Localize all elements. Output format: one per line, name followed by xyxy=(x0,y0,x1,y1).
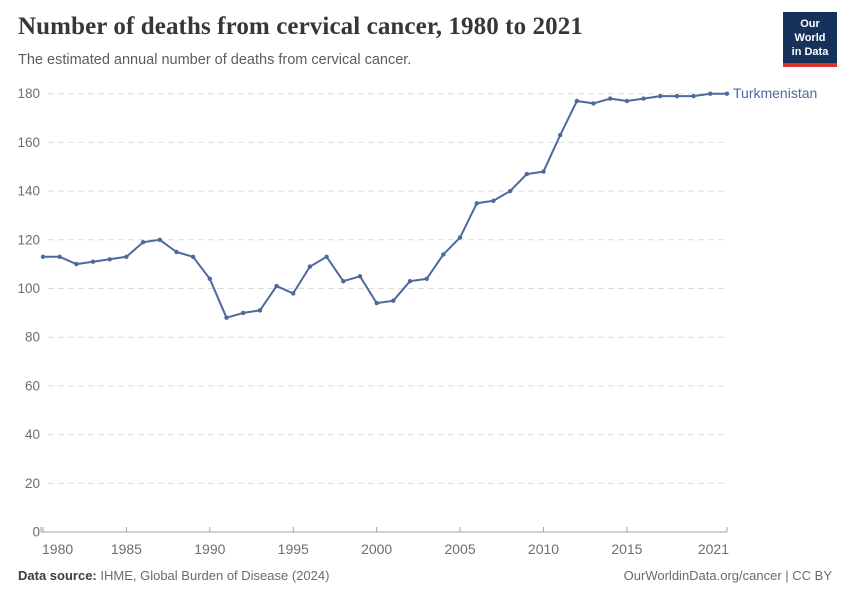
y-axis-tick-label: 140 xyxy=(17,184,40,199)
data-point-marker[interactable] xyxy=(541,169,546,174)
data-point-marker[interactable] xyxy=(391,298,396,303)
data-point-marker[interactable] xyxy=(324,254,329,259)
data-point-marker[interactable] xyxy=(457,235,463,240)
x-axis-tick-label: 1995 xyxy=(278,541,309,557)
data-point-marker[interactable] xyxy=(474,201,479,206)
data-point-marker[interactable] xyxy=(124,254,129,259)
series-line[interactable] xyxy=(42,92,728,319)
x-axis-tick-label: 2021 xyxy=(698,541,729,557)
data-point-marker[interactable] xyxy=(724,91,730,96)
data-point-marker[interactable] xyxy=(274,283,279,289)
owid-logo-line1: Our World xyxy=(794,18,826,45)
data-point-marker[interactable] xyxy=(558,132,563,138)
data-point-marker[interactable] xyxy=(641,96,646,101)
data-point-marker[interactable] xyxy=(257,308,263,313)
owid-logo: Our World in Data xyxy=(783,12,837,68)
owid-logo-line2: in Data xyxy=(791,46,829,59)
data-point-marker[interactable] xyxy=(90,259,96,264)
data-point-marker[interactable] xyxy=(57,254,62,259)
data-point-marker[interactable] xyxy=(524,171,529,177)
y-axis-tick-label: 0 xyxy=(32,525,40,540)
page-title: Number of deaths from cervical cancer, 1… xyxy=(18,13,583,40)
y-axis-tick-label: 40 xyxy=(25,427,40,442)
y-axis-tick-label: 80 xyxy=(25,330,40,345)
data-point-marker[interactable] xyxy=(624,98,630,104)
data-point-marker[interactable] xyxy=(491,198,496,203)
y-axis-tick-label: 60 xyxy=(25,378,40,393)
data-point-marker[interactable] xyxy=(174,249,179,255)
data-point-marker[interactable] xyxy=(74,261,79,267)
data-point-marker[interactable] xyxy=(374,300,379,306)
data-point-marker[interactable] xyxy=(407,279,413,284)
y-axis-tick-label: 100 xyxy=(17,281,40,296)
chart-subtitle: The estimated annual number of deaths fr… xyxy=(18,52,412,68)
data-point-marker[interactable] xyxy=(107,257,112,262)
x-axis-tick-label: 2015 xyxy=(611,541,642,557)
x-axis-tick-label: 1980 xyxy=(42,541,73,557)
data-source-note: Data source: IHME, Global Burden of Dise… xyxy=(18,568,329,583)
data-point-marker[interactable] xyxy=(591,101,596,106)
data-point-marker[interactable] xyxy=(157,237,162,242)
x-axis-tick-label: 1985 xyxy=(111,541,142,557)
x-axis-tick-label: 2000 xyxy=(361,541,392,557)
data-point-marker[interactable] xyxy=(691,93,696,99)
x-axis-tick-label: 2005 xyxy=(444,541,475,557)
data-point-marker[interactable] xyxy=(207,276,212,281)
data-point-marker[interactable] xyxy=(608,96,613,101)
data-point-marker[interactable] xyxy=(424,276,429,281)
data-point-marker[interactable] xyxy=(291,291,296,296)
data-point-marker[interactable] xyxy=(441,252,446,257)
data-point-marker[interactable] xyxy=(224,315,229,320)
data-source-label: Data source: xyxy=(18,568,97,583)
data-point-marker[interactable] xyxy=(708,91,713,96)
data-point-marker[interactable] xyxy=(241,310,246,316)
data-point-marker[interactable] xyxy=(341,279,346,284)
x-axis-tick-label: 2010 xyxy=(528,541,559,557)
y-axis-tick-label: 20 xyxy=(25,476,40,491)
data-point-marker[interactable] xyxy=(574,98,580,104)
data-point-marker[interactable] xyxy=(507,188,513,194)
data-point-marker[interactable] xyxy=(140,240,146,245)
data-point-marker[interactable] xyxy=(357,274,363,279)
y-axis-tick-label: 160 xyxy=(17,135,40,150)
data-point-marker[interactable] xyxy=(674,93,680,99)
x-axis-tick-label: 1990 xyxy=(194,541,225,557)
series-entity-label[interactable]: Turkmenistan xyxy=(733,85,817,101)
y-axis-tick-label: 120 xyxy=(17,232,40,247)
data-point-marker[interactable] xyxy=(190,254,196,259)
data-point-marker[interactable] xyxy=(40,254,46,259)
data-point-marker[interactable] xyxy=(307,264,313,269)
license-note: OurWorldinData.org/cancer | CC BY xyxy=(623,568,832,583)
y-axis-tick-label: 180 xyxy=(17,86,40,101)
data-point-marker[interactable] xyxy=(658,93,663,99)
data-source-text: IHME, Global Burden of Disease (2024) xyxy=(100,568,330,583)
